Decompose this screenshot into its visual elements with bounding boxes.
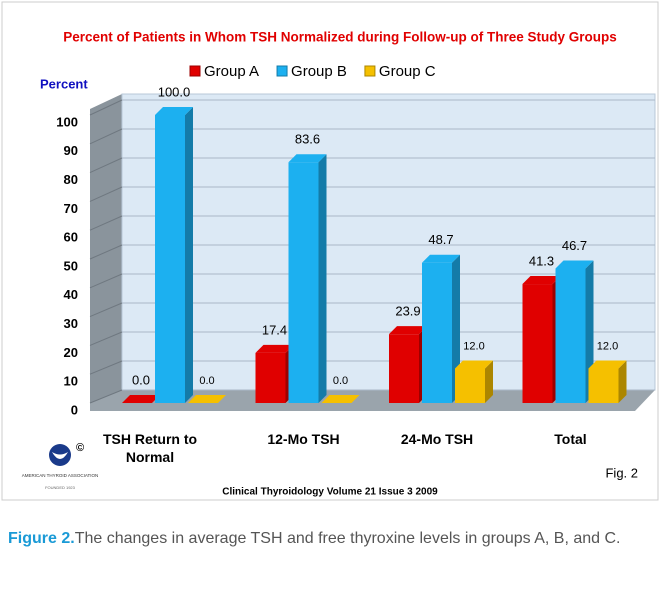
bar-top	[455, 360, 493, 369]
y-tick-label: 20	[64, 345, 78, 360]
value-label: 41.3	[529, 253, 554, 268]
side-grid-line	[89, 128, 123, 145]
logo-icon-shape	[52, 452, 68, 459]
legend-label: Group C	[379, 63, 436, 80]
bar	[455, 368, 485, 403]
bar	[288, 162, 319, 403]
y-tick-label: 90	[64, 143, 78, 158]
bar-top	[288, 154, 327, 163]
side-grid-line	[89, 99, 123, 116]
caption: Figure 2.The changes in average TSH and …	[8, 528, 648, 550]
y-tick-label: 60	[64, 230, 78, 245]
side-grid-line	[89, 331, 123, 346]
bar	[422, 262, 452, 403]
side-grid-line	[89, 215, 123, 231]
value-label: 0.0	[333, 375, 348, 387]
logo-founded: FOUNDED 1923	[45, 485, 76, 490]
floor	[90, 390, 655, 411]
legend-swatch	[189, 65, 201, 77]
bar	[588, 368, 619, 403]
x-tick-label: 12-Mo TSH	[267, 431, 340, 447]
y-axis-label: Percent	[40, 76, 88, 91]
bar-side	[485, 360, 493, 403]
side-grid-line	[89, 273, 123, 289]
value-label: 46.7	[562, 238, 587, 253]
y-tick-label: 0	[71, 402, 78, 417]
side-wall	[90, 94, 122, 403]
side-grid-line	[89, 186, 123, 202]
caption-text: The changes in average TSH and free thyr…	[74, 530, 621, 547]
bar-top	[321, 395, 360, 403]
value-label: 0.0	[199, 375, 214, 387]
side-grid-line	[89, 157, 123, 174]
value-label: 17.4	[262, 322, 287, 337]
x-tick-label: 24-Mo TSH	[400, 431, 474, 447]
bar-side	[618, 360, 627, 403]
logo: © AMERICAN THYROID ASSOCIATION FOUNDED 1…	[22, 442, 99, 490]
fig-label: Fig. 2	[605, 465, 638, 480]
bar	[522, 284, 553, 403]
y-tick-label: 50	[64, 258, 78, 273]
y-tick-label: 40	[64, 287, 78, 302]
side-grid-line	[89, 389, 123, 404]
bar-top	[188, 395, 226, 403]
value-label: 23.9	[395, 304, 420, 319]
value-label: 100.0	[158, 84, 191, 99]
value-label: 12.0	[597, 340, 618, 352]
y-tick-label: 80	[64, 172, 78, 187]
x-tick-label: Total	[554, 431, 587, 447]
legend-label: Group B	[291, 63, 347, 80]
chart-title: Percent of Patients in Whom TSH Normaliz…	[63, 30, 617, 45]
side-grid-line	[89, 302, 123, 318]
y-tick-label: 100	[56, 114, 78, 129]
bar	[555, 268, 586, 403]
y-tick-label: 10	[64, 374, 78, 389]
bar-top	[155, 107, 193, 115]
source: Clinical Thyroidology Volume 21 Issue 3 …	[222, 487, 438, 498]
bar-top	[255, 344, 294, 353]
legend-label: Group A	[204, 63, 259, 80]
bar-top	[422, 254, 460, 263]
bar-top	[389, 326, 427, 335]
bar	[155, 115, 185, 403]
side-grid-line	[89, 360, 123, 375]
value-label: 48.7	[428, 232, 453, 247]
value-label: 12.0	[463, 340, 484, 352]
y-tick-label: 30	[64, 316, 78, 331]
value-label: 83.6	[295, 132, 320, 147]
side-grid-line	[89, 244, 123, 260]
logo-name: AMERICAN THYROID ASSOCIATION	[22, 473, 99, 478]
bar-top	[555, 260, 594, 269]
bar-top	[122, 395, 160, 403]
bar-top	[522, 276, 561, 285]
bar-top	[588, 360, 627, 369]
y-tick-label: 70	[64, 201, 78, 216]
legend-swatch	[364, 65, 376, 77]
value-label: 0.0	[132, 372, 150, 387]
bar-side	[318, 154, 327, 403]
bar	[389, 334, 419, 403]
bar-side	[185, 107, 193, 403]
bar	[255, 352, 286, 403]
caption-label: Figure 2.	[8, 530, 75, 547]
logo-symbol: ©	[76, 442, 84, 454]
legend-swatch	[276, 65, 288, 77]
x-tick-label: TSH Return to Normal	[102, 431, 198, 465]
